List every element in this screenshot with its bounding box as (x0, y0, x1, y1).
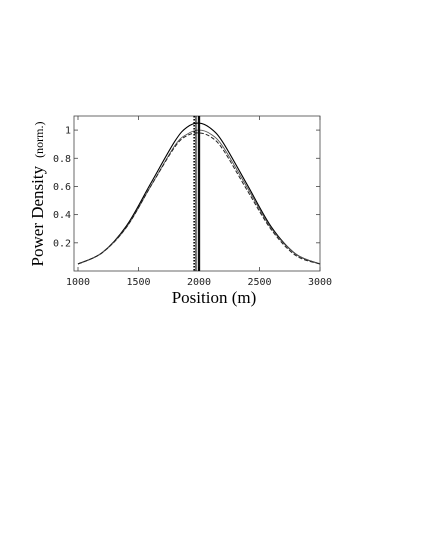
axis-ticks (74, 116, 321, 271)
y-tick-label: 1 (65, 126, 71, 137)
x-tick-label: 1500 (126, 277, 150, 288)
series-line-2 (77, 129, 321, 265)
vertical-lines-layer (193, 116, 201, 271)
x-axis-title: Position (m) (172, 288, 257, 307)
y-tick-label: 0.8 (53, 154, 71, 165)
series-layer (77, 122, 321, 265)
y-tick-labels: 0.2 0.4 0.6 0.8 1 (53, 126, 71, 250)
x-tick-label: 2000 (187, 277, 211, 288)
y-tick-label: 0.4 (53, 210, 71, 221)
series-line-1 (77, 122, 321, 265)
plot-frame (73, 115, 321, 272)
y-tick-label: 0.6 (53, 182, 71, 193)
series-line-3 (77, 132, 321, 265)
y-tick-label: 0.2 (53, 238, 71, 249)
y-axis-title: Power Density (norm.) (28, 122, 47, 267)
y-axis-title-main: Power Density (28, 165, 47, 266)
x-tick-label: 1000 (66, 277, 90, 288)
x-tick-label: 3000 (308, 277, 332, 288)
x-tick-labels: 1000 1500 2000 2500 3000 (66, 277, 332, 288)
y-axis-title-unit: (norm.) (32, 122, 46, 158)
x-tick-label: 2500 (247, 277, 271, 288)
